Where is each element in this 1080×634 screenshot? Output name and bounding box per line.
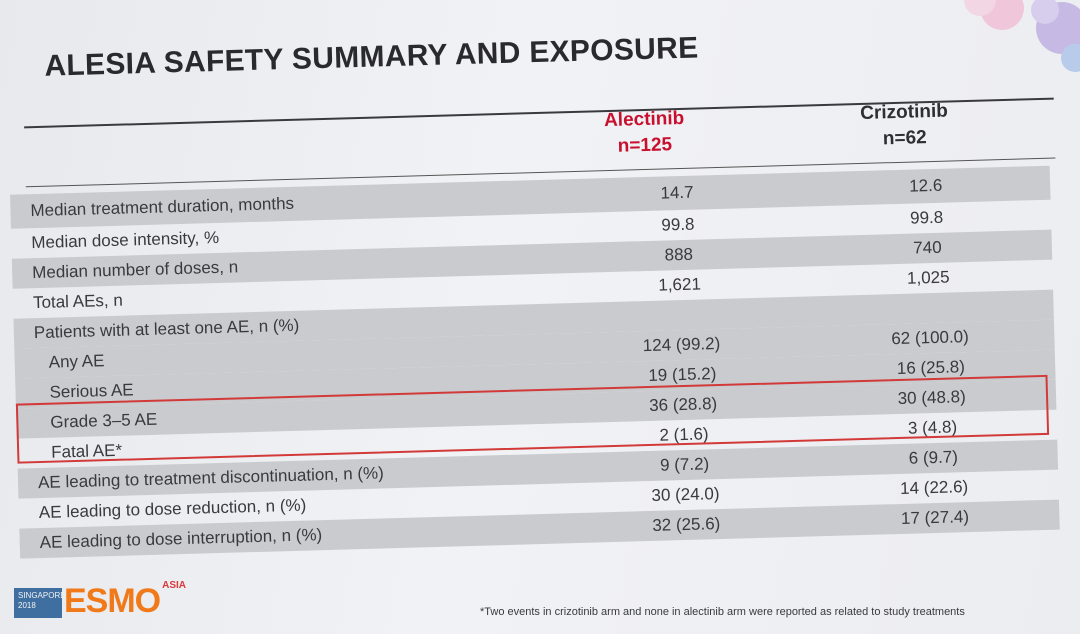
crizotinib-value: 14 (22.6) bbox=[899, 477, 969, 499]
column-header-crizotinib: Crizotinib n=62 bbox=[814, 97, 995, 154]
crizotinib-value: 62 (100.0) bbox=[891, 327, 970, 349]
footnote: *Two events in crizotinib arm and none i… bbox=[480, 606, 965, 618]
crizotinib-value bbox=[805, 305, 1054, 312]
alectinib-value: 30 (24.0) bbox=[651, 484, 720, 505]
column-n-alectinib: n=125 bbox=[617, 134, 673, 157]
alectinib-value: 32 (25.6) bbox=[652, 514, 721, 535]
logo-badge-city: SINGAPORE bbox=[18, 591, 66, 600]
logo-superscript: ASIA bbox=[162, 580, 187, 591]
crizotinib-value: 3 (4.8) bbox=[907, 417, 958, 438]
esmo-asia-logo: SINGAPORE 2018 ESMO ASIA bbox=[14, 580, 186, 618]
alectinib-value: 2 (1.6) bbox=[659, 424, 709, 445]
crizotinib-value: 12.6 bbox=[908, 175, 943, 196]
crizotinib-value: 6 (9.7) bbox=[908, 447, 959, 468]
crizotinib-value: 1,025 bbox=[906, 267, 950, 288]
alectinib-value: 888 bbox=[664, 244, 694, 265]
alectinib-value: 36 (28.8) bbox=[648, 394, 718, 415]
logo-word: ESMO bbox=[64, 582, 161, 620]
crizotinib-value: 16 (25.8) bbox=[896, 357, 966, 379]
column-n-crizotinib: n=62 bbox=[882, 127, 927, 150]
crizotinib-value: 99.8 bbox=[909, 207, 944, 228]
alectinib-value: 1,621 bbox=[658, 274, 702, 295]
column-header-alectinib: Alectinib n=125 bbox=[554, 105, 735, 162]
crizotinib-value: 30 (48.8) bbox=[897, 387, 966, 409]
logo-badge-year: 2018 bbox=[18, 601, 36, 610]
safety-table: Median treatment duration, months 14.7 1… bbox=[10, 165, 1060, 559]
alectinib-value: 14.7 bbox=[660, 182, 694, 203]
crizotinib-value: 740 bbox=[913, 237, 942, 258]
logo-badge: SINGAPORE 2018 bbox=[14, 588, 66, 618]
alectinib-value: 99.8 bbox=[661, 214, 695, 235]
crizotinib-value: 17 (27.4) bbox=[900, 507, 970, 528]
alectinib-value: 9 (7.2) bbox=[659, 454, 710, 475]
slide-title: ALESIA SAFETY SUMMARY AND EXPOSURE bbox=[43, 31, 699, 83]
alectinib-value: 124 (99.2) bbox=[642, 333, 721, 356]
alectinib-value: 19 (15.2) bbox=[648, 364, 717, 385]
alectinib-value bbox=[556, 312, 805, 319]
